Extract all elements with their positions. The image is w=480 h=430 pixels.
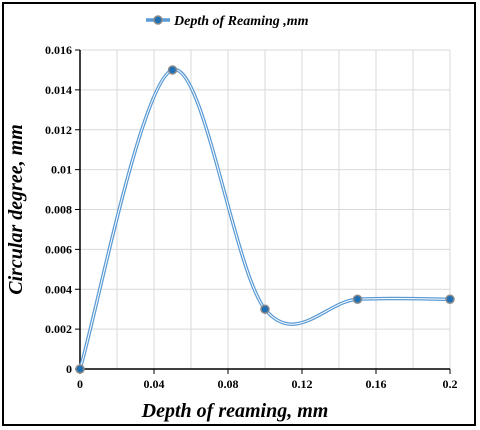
y-tick-label: 0.006 [45, 242, 72, 256]
y-tick-label: 0.016 [45, 43, 72, 57]
x-tick-label: 0.2 [443, 377, 458, 391]
legend-marker [153, 15, 163, 25]
grid-lines [79, 49, 451, 370]
data-point [445, 294, 455, 304]
data-point [167, 65, 178, 75]
y-tick-label: 0 [66, 362, 72, 376]
y-tick-label: 0.008 [45, 203, 72, 217]
x-tick-label: 0 [77, 377, 83, 391]
y-tick-label: 0.01 [51, 163, 72, 177]
data-point [352, 294, 363, 304]
data-point [260, 304, 270, 314]
chart-frame [2, 2, 476, 426]
x-tick-label: 0.12 [292, 377, 313, 391]
tick-labels: 0 0.04 0.08 0.12 0.16 0.2 0 0.002 0.004 0.006 0.00… [45, 43, 458, 391]
y-tick-label: 0.012 [45, 123, 72, 137]
data-point [75, 364, 85, 374]
legend-label: Depth of Reaming ,mm [173, 14, 309, 29]
y-axis-title: Circular degree, mm [5, 124, 27, 295]
x-axis-title: Depth of reaming, mm [141, 400, 329, 422]
y-tick-label: 0.004 [45, 282, 72, 296]
x-tick-label: 0.08 [218, 377, 239, 391]
x-tick-label: 0.04 [144, 377, 165, 391]
legend: Depth of Reaming ,mm [146, 14, 309, 29]
y-tick-label: 0.014 [45, 83, 72, 97]
x-tick-label: 0.16 [366, 377, 387, 391]
axes [75, 49, 451, 374]
y-tick-label: 0.002 [45, 322, 72, 336]
series-layer [75, 65, 455, 374]
